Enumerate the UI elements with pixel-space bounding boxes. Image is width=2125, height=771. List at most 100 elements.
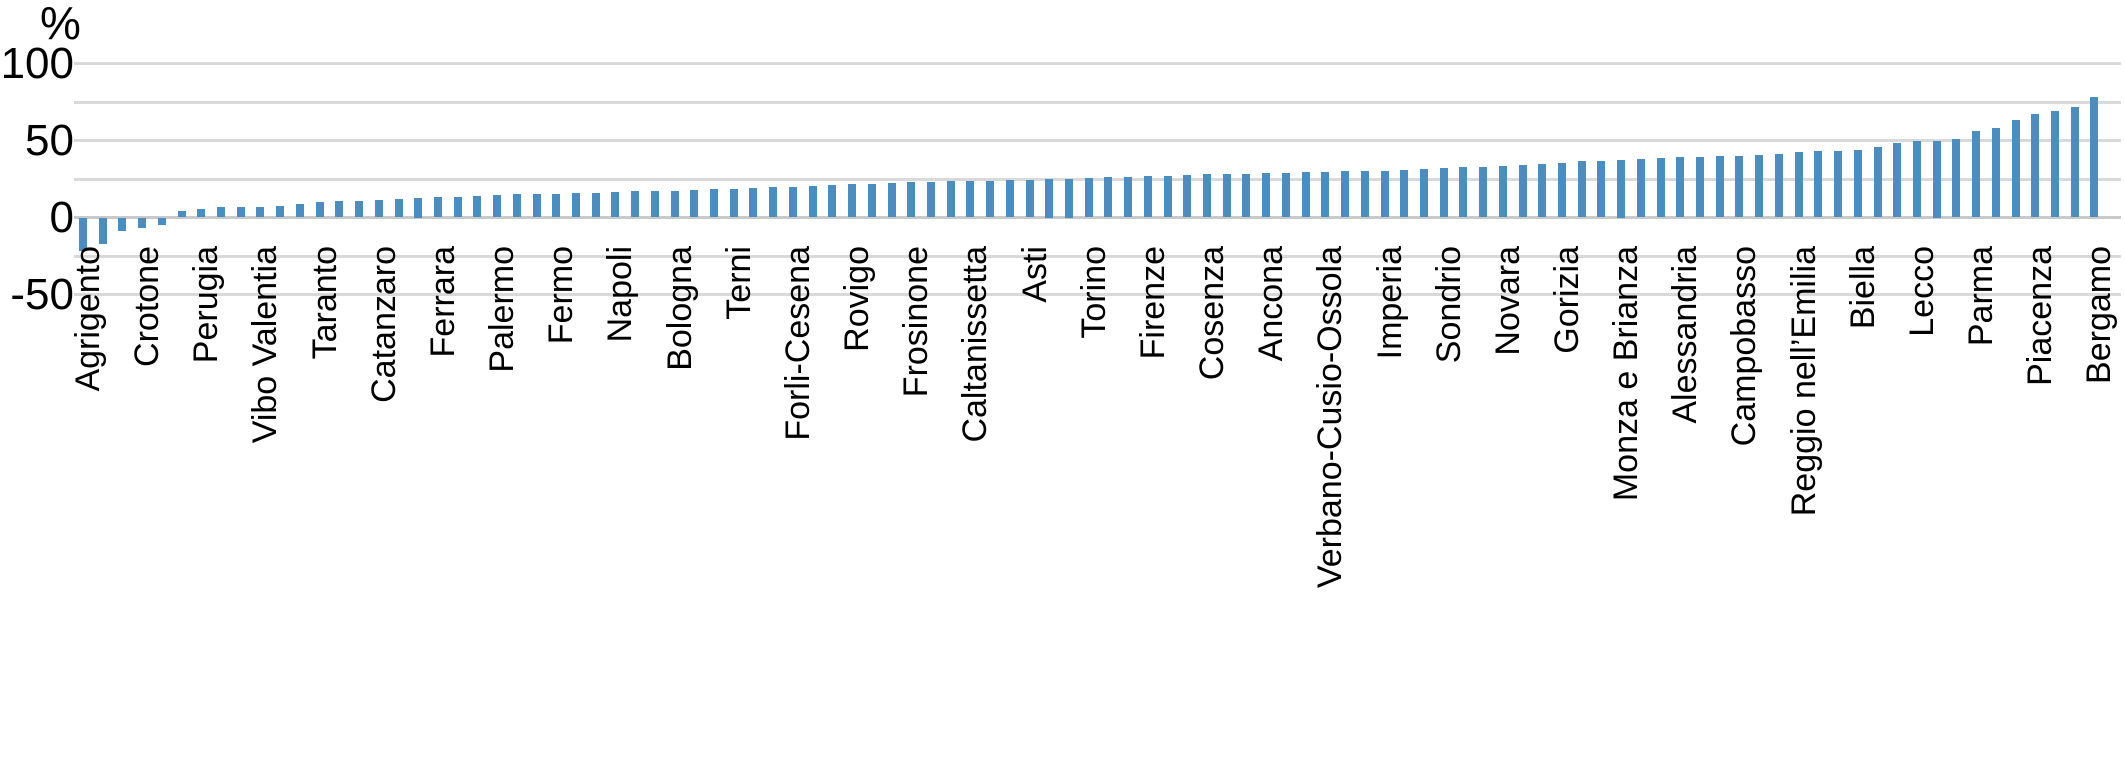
bar	[710, 189, 719, 218]
x-axis-label: Alessandria	[1666, 246, 1705, 424]
bar	[1952, 138, 1961, 218]
y-axis-unit-label: %	[40, 0, 81, 49]
bar	[1183, 175, 1192, 218]
bar	[493, 195, 502, 218]
bar	[1104, 177, 1113, 218]
bar	[2070, 106, 2079, 218]
bar	[1301, 172, 1310, 218]
x-axis-label: Imperia	[1370, 246, 1409, 360]
bar	[177, 211, 186, 218]
bar	[394, 199, 403, 218]
x-axis-label: Bologna	[660, 246, 699, 371]
x-axis-label: Perugia	[187, 246, 226, 364]
bar	[315, 202, 324, 218]
bar	[650, 191, 659, 218]
bar	[355, 200, 364, 218]
x-axis-label: Gorizia	[1548, 246, 1586, 354]
bar	[926, 182, 935, 218]
y-axis-tick-label: 100	[0, 38, 74, 88]
bar	[1755, 155, 1764, 218]
bar	[236, 206, 245, 218]
bar	[1380, 170, 1389, 218]
bar	[572, 192, 580, 218]
gridline	[74, 293, 2121, 296]
bar	[473, 195, 482, 218]
x-axis-label: Piacenza	[2021, 246, 2060, 386]
x-axis-label: Novara	[1488, 246, 1527, 356]
x-axis-label: Sondrio	[1429, 246, 1468, 364]
zero-gridline	[74, 216, 2121, 219]
x-axis-label: Ferrara	[423, 246, 462, 358]
bar	[966, 181, 975, 218]
y-axis-tick-label: -50	[10, 269, 74, 319]
bar	[1676, 157, 1685, 218]
bar	[591, 192, 600, 218]
bar	[118, 217, 127, 231]
bar	[1124, 176, 1133, 218]
bar	[157, 217, 166, 226]
bar	[1479, 166, 1488, 218]
x-axis-label: Terni	[719, 246, 758, 320]
x-axis-label: Monza e Brianza	[1607, 246, 1646, 502]
bar	[1498, 165, 1507, 218]
x-axis-label: Asti	[1015, 246, 1054, 303]
bar	[848, 184, 857, 218]
x-axis-label: Verbano-Cusio-Ossola	[1311, 246, 1350, 589]
bar	[1932, 140, 1941, 218]
bar	[512, 194, 521, 218]
bar	[1636, 158, 1645, 218]
bar	[828, 185, 837, 218]
bar	[907, 182, 916, 218]
bar	[79, 217, 87, 252]
bar	[690, 189, 699, 218]
bar	[1321, 172, 1330, 218]
bar	[1518, 165, 1527, 218]
bar	[2051, 111, 2059, 218]
bar	[276, 205, 285, 218]
x-axis-label: Biella	[1843, 246, 1882, 330]
bar	[1341, 171, 1350, 218]
bar	[1262, 172, 1271, 218]
x-axis-label: Palermo	[483, 246, 522, 373]
bar	[1873, 147, 1882, 218]
bar	[532, 194, 541, 218]
bar	[867, 183, 876, 218]
x-axis-label: Firenze	[1133, 246, 1172, 360]
bar	[986, 180, 995, 218]
bar	[946, 181, 955, 218]
bar	[769, 187, 778, 218]
bar	[1991, 128, 2000, 218]
x-axis-label: Taranto	[305, 246, 344, 360]
y-axis-tick-label: 0	[49, 192, 74, 242]
bar	[1143, 175, 1152, 218]
bar	[729, 189, 738, 218]
x-axis-label: Agrigento	[69, 246, 107, 392]
bar	[1005, 179, 1014, 218]
x-axis-label: Bergamo	[2080, 246, 2119, 384]
bar	[1203, 174, 1212, 218]
bar	[1360, 170, 1369, 218]
bar	[1912, 141, 1921, 218]
x-axis-label: Crotone	[128, 246, 167, 367]
bar	[2011, 120, 2020, 218]
bar	[1853, 149, 1862, 218]
gridline	[74, 100, 2121, 104]
x-axis-label: Rovigo	[838, 246, 877, 352]
bar	[552, 193, 561, 218]
bar	[1400, 169, 1409, 218]
bar	[1774, 154, 1783, 218]
bar	[1025, 179, 1034, 218]
bar	[1281, 172, 1290, 218]
bar	[1558, 162, 1566, 218]
x-axis-label: Catanzaro	[364, 246, 403, 403]
bar	[1794, 152, 1803, 218]
bar	[256, 206, 265, 218]
bar	[1735, 155, 1744, 218]
bar	[335, 201, 344, 218]
gridline	[74, 177, 2121, 181]
bar	[1814, 151, 1823, 218]
bar	[2031, 114, 2040, 218]
bar	[1459, 167, 1468, 218]
bar	[1163, 175, 1172, 218]
